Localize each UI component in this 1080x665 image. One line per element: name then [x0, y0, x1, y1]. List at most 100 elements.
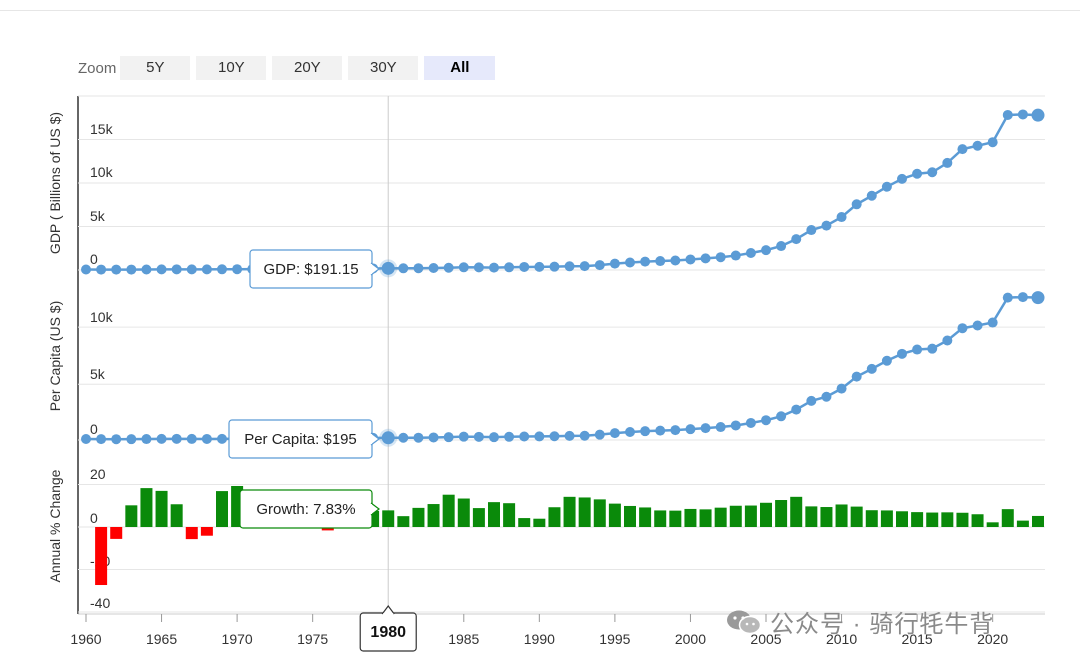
y-tick-label: 5k — [90, 366, 106, 382]
percapita-point — [201, 433, 212, 444]
percapita-point — [171, 433, 182, 444]
zoom-30y-button[interactable]: 30Y — [348, 56, 419, 80]
percapita-point — [594, 429, 605, 440]
percapita-point — [942, 335, 953, 346]
top-divider — [0, 10, 1080, 11]
growth-bar — [200, 527, 213, 536]
growth-bar — [835, 504, 848, 527]
growth-bar — [548, 507, 561, 527]
percapita-point — [126, 434, 137, 445]
gdp-point — [776, 241, 787, 252]
x-tick-label: 2015 — [902, 631, 933, 647]
growth-bar — [185, 527, 198, 540]
percapita-point — [579, 430, 590, 441]
growth-bar — [760, 502, 772, 527]
growth-bar — [1016, 520, 1029, 527]
gdp-point — [381, 261, 395, 275]
percapita-point — [851, 371, 862, 382]
percapita-point — [81, 433, 91, 444]
gdp-point — [443, 262, 454, 273]
gdp-point — [821, 220, 832, 231]
growth-bar — [412, 507, 425, 527]
percapita-point — [912, 344, 923, 355]
growth-bar — [155, 490, 168, 527]
gdp-point — [912, 168, 923, 179]
y-tick-label: 10k — [90, 164, 114, 180]
gdp-point — [579, 261, 590, 272]
growth-bar — [669, 510, 682, 527]
growth-bar — [216, 491, 228, 527]
gdp-point — [1031, 108, 1045, 122]
gdp-point — [881, 181, 892, 192]
gdp-point — [640, 256, 651, 267]
y-tick-label: 5k — [90, 208, 106, 224]
percapita-point — [489, 432, 499, 443]
percapita-point — [730, 420, 741, 431]
percapita-point — [761, 415, 771, 426]
percapita-tooltip-pointer — [370, 432, 380, 446]
x-tick-label: 1970 — [222, 631, 253, 647]
percapita-point — [715, 422, 726, 433]
y-tick-label: 0 — [90, 421, 98, 437]
gdp-point — [745, 247, 756, 258]
gdp-point — [987, 137, 998, 148]
zoom-all-button[interactable]: All — [424, 56, 496, 80]
percapita-point — [987, 317, 998, 328]
percapita-point — [141, 434, 152, 445]
zoom-20y-button[interactable]: 20Y — [272, 56, 343, 80]
gdp-point — [972, 140, 983, 151]
growth-tooltip: Growth: 7.83% — [239, 489, 380, 529]
gdp-point — [564, 261, 575, 272]
zoom-bar: Zoom 5Y 10Y 20Y 30Y All — [78, 56, 501, 80]
growth-bar — [805, 506, 818, 527]
growth-bar — [95, 527, 108, 586]
gdp-point — [96, 264, 107, 275]
gdp-point — [428, 262, 439, 273]
growth-bar — [593, 499, 606, 527]
percapita-point — [625, 426, 635, 437]
y-axis-title: Per Capita (US $) — [47, 301, 63, 411]
gdp-point — [201, 264, 212, 275]
gdp-point — [398, 263, 409, 274]
percapita-point — [866, 363, 877, 374]
percapita-tooltip-pointer-mask — [369, 434, 372, 444]
growth-bar — [578, 497, 591, 527]
zoom-10y-button[interactable]: 10Y — [196, 56, 267, 80]
percapita-point — [791, 404, 802, 415]
percapita-point — [927, 343, 938, 354]
y-tick-label: 15k — [90, 121, 114, 137]
gdp-point — [217, 264, 227, 275]
growth-bar — [926, 512, 939, 527]
percapita-point — [413, 432, 424, 443]
percapita-point — [821, 391, 832, 402]
percapita-point — [111, 434, 122, 445]
growth-bar — [971, 514, 984, 527]
gdp-point — [549, 261, 560, 272]
year-tooltip: 1980 — [359, 605, 417, 652]
percapita-point — [156, 433, 167, 444]
gdp-point — [473, 262, 484, 273]
percapita-point — [881, 355, 892, 366]
gdp-point — [670, 255, 681, 266]
growth-bar — [397, 516, 410, 527]
gdp-point — [489, 262, 499, 273]
percapita-point — [1017, 292, 1028, 303]
percapita-point — [443, 432, 454, 443]
gdp-point — [609, 258, 620, 269]
growth-bar — [608, 503, 621, 527]
percapita-point — [745, 417, 756, 428]
zoom-label: Zoom — [78, 59, 117, 77]
growth-bar — [472, 508, 485, 527]
growth-bar — [442, 494, 455, 527]
percapita-point — [700, 423, 711, 434]
x-tick-label: 2000 — [675, 631, 706, 647]
y-tick-label: 20 — [90, 466, 106, 482]
zoom-5y-button[interactable]: 5Y — [120, 56, 191, 80]
growth-bar — [820, 507, 833, 527]
growth-tooltip-pointer — [370, 502, 380, 516]
growth-bar — [865, 510, 878, 527]
gdp-point — [791, 234, 802, 245]
growth-bar — [714, 507, 727, 527]
growth-bar — [654, 510, 667, 527]
